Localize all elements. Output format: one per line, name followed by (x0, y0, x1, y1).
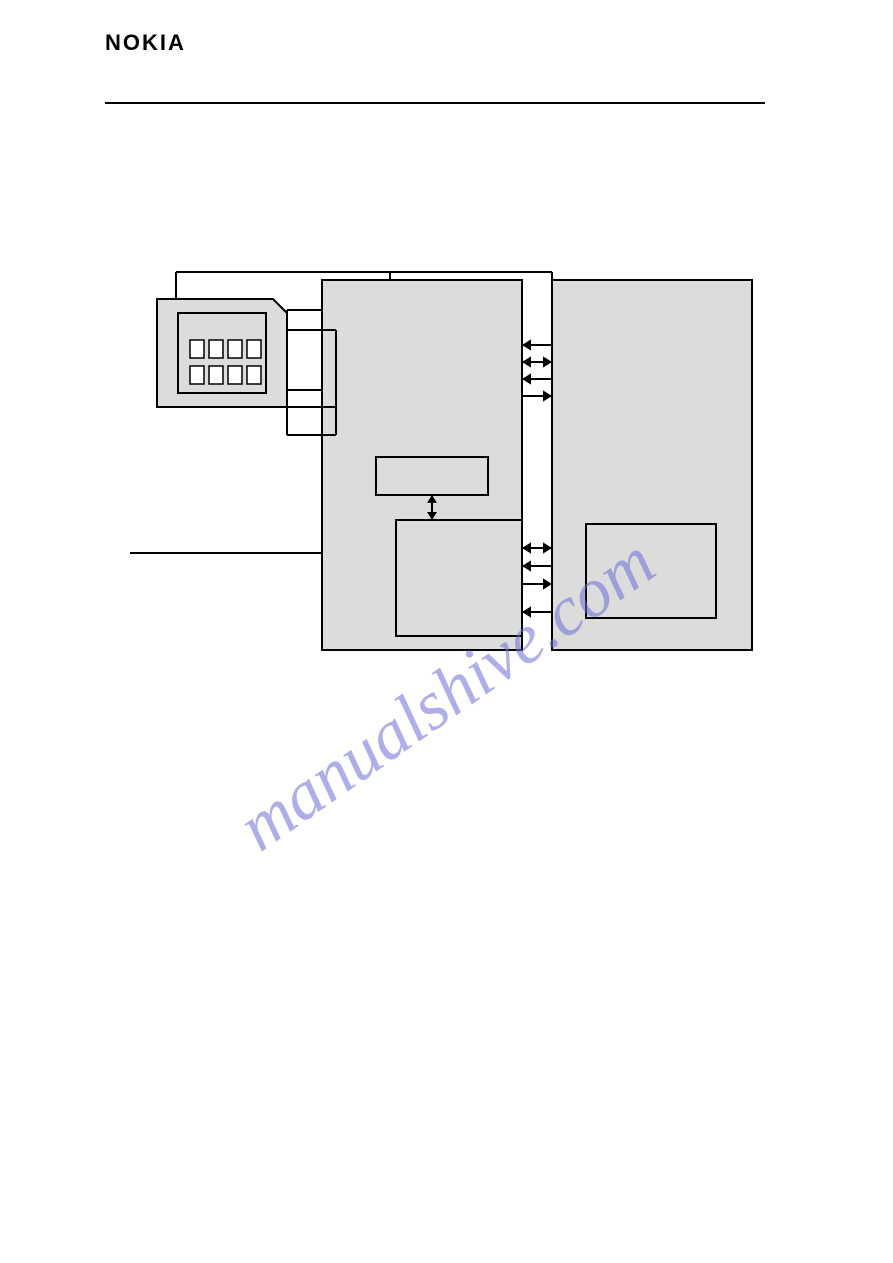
page: NOKIA manualshive.com (0, 0, 893, 1263)
block-diagram (0, 0, 893, 1263)
